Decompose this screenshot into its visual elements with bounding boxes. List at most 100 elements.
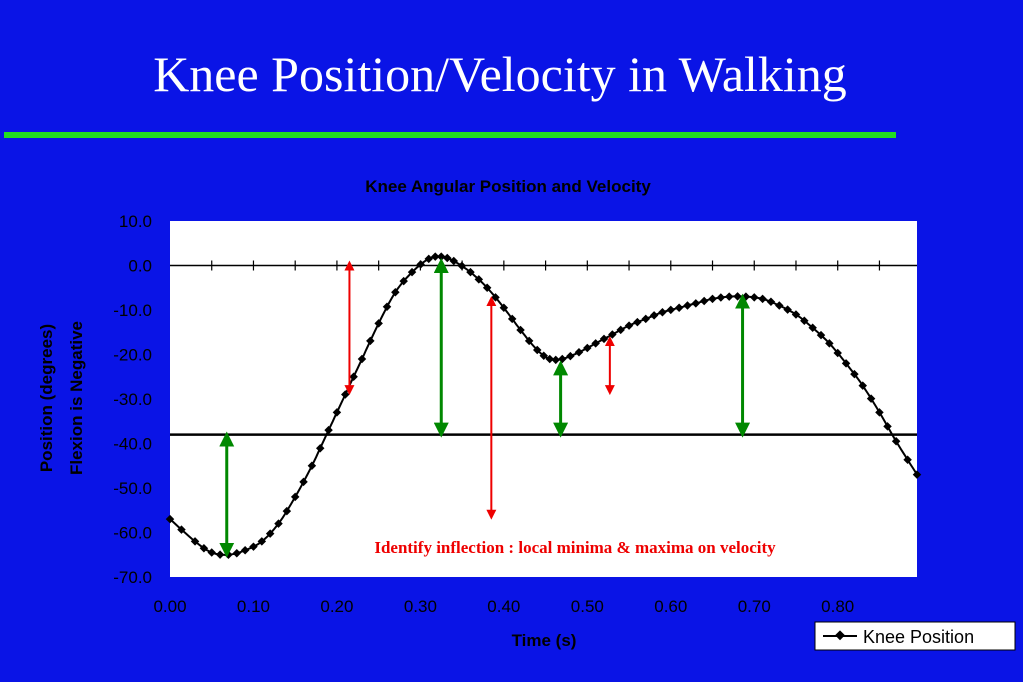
knee-position-point bbox=[416, 260, 425, 269]
knee-position-point bbox=[583, 343, 592, 353]
knee-position-point bbox=[391, 287, 400, 297]
x-tick-label: 0.80 bbox=[821, 597, 854, 616]
x-tick-label: 0.20 bbox=[320, 597, 353, 616]
title-rule bbox=[4, 132, 896, 138]
knee-position-point bbox=[591, 339, 600, 348]
y-tick-label: -70.0 bbox=[113, 568, 152, 587]
knee-position-point bbox=[407, 267, 417, 277]
knee-position-point bbox=[833, 348, 842, 358]
x-tick-label: 0.50 bbox=[571, 597, 604, 616]
knee-position-point bbox=[299, 477, 308, 487]
knee-position-point bbox=[315, 443, 325, 453]
knee-position-point bbox=[858, 381, 867, 390]
knee-position-point bbox=[912, 470, 922, 479]
knee-position-point bbox=[457, 261, 467, 271]
knee-position-point bbox=[808, 323, 817, 333]
knee-position-point bbox=[282, 506, 292, 516]
knee-position-point bbox=[816, 330, 826, 340]
knee-position-point bbox=[716, 293, 726, 302]
knee-position-markers bbox=[165, 252, 922, 559]
knee-position-point bbox=[532, 345, 542, 355]
y-tick-label: -20.0 bbox=[113, 346, 152, 365]
knee-position-point bbox=[507, 314, 517, 324]
x-tick-label: 0.30 bbox=[404, 597, 437, 616]
y-axis-label-line1: Position (degrees) bbox=[37, 324, 56, 472]
knee-position-point bbox=[449, 256, 459, 266]
knee-position-point bbox=[708, 294, 717, 304]
knee-position-point bbox=[891, 437, 901, 446]
knee-position-point bbox=[903, 455, 912, 465]
x-axis-ticks: 0.00 0.10 0.20 0.30 0.40 0.50 0.60 0.70 0.80 bbox=[153, 597, 854, 616]
x-tick-label: 0.60 bbox=[654, 597, 687, 616]
knee-position-point bbox=[775, 301, 784, 310]
y-tick-label: 0.0 bbox=[128, 257, 152, 276]
knee-position-point bbox=[691, 299, 701, 308]
x-tick-label: 0.70 bbox=[738, 597, 771, 616]
knee-position-point bbox=[257, 537, 267, 546]
knee-position-point bbox=[374, 319, 383, 328]
knee-position-point bbox=[307, 461, 317, 470]
y-tick-label: 10.0 bbox=[119, 212, 152, 231]
y-tick-label: -60.0 bbox=[113, 524, 152, 543]
knee-position-point bbox=[674, 303, 684, 313]
knee-position-point bbox=[274, 519, 283, 528]
slide-title: Knee Position/Velocity in Walking bbox=[153, 46, 847, 102]
knee-position-point bbox=[324, 425, 333, 435]
knee-position-point bbox=[750, 293, 759, 302]
knee-position-point bbox=[616, 325, 625, 335]
legend-marker-sample bbox=[835, 630, 845, 641]
knee-position-point bbox=[850, 369, 859, 379]
knee-position-point bbox=[783, 305, 792, 314]
knee-position-point bbox=[566, 351, 575, 361]
knee-position-point bbox=[366, 336, 375, 346]
knee-position-point bbox=[332, 408, 342, 417]
knee-position-point bbox=[641, 314, 650, 324]
chart-title: Knee Angular Position and Velocity bbox=[365, 177, 651, 196]
knee-position-point bbox=[649, 311, 659, 320]
knee-position-point bbox=[466, 267, 475, 277]
knee-position-point bbox=[524, 336, 534, 346]
x-tick-label: 0.00 bbox=[153, 597, 186, 616]
y-tick-label: -40.0 bbox=[113, 435, 152, 454]
knee-position-point bbox=[766, 297, 776, 307]
knee-position-point bbox=[758, 294, 767, 304]
knee-position-point bbox=[866, 394, 876, 403]
plot-area bbox=[170, 221, 917, 577]
annotation-arrows bbox=[219, 258, 751, 558]
knee-position-point bbox=[800, 316, 809, 325]
knee-position-point bbox=[825, 339, 834, 348]
y-tick-label: -10.0 bbox=[113, 301, 152, 320]
x-axis-label: Time (s) bbox=[512, 631, 577, 650]
legend-label: Knee Position bbox=[863, 627, 974, 647]
knee-position-point bbox=[499, 303, 509, 313]
knee-position-point bbox=[474, 275, 484, 284]
annotation-text: Identify inflection : local minima & max… bbox=[374, 538, 776, 557]
knee-position-point bbox=[841, 359, 851, 368]
legend: Knee Position bbox=[814, 621, 1016, 651]
knee-position-point bbox=[516, 325, 525, 335]
knee-position-point bbox=[265, 529, 275, 538]
knee-position-point bbox=[399, 276, 408, 286]
knee-position-point bbox=[658, 307, 667, 317]
knee-position-point bbox=[382, 302, 392, 312]
x-tick-label: 0.10 bbox=[237, 597, 270, 616]
y-tick-label: -30.0 bbox=[113, 390, 152, 409]
y-axis-label-line2: Flexion is Negative bbox=[67, 321, 86, 475]
knee-position-point bbox=[482, 283, 492, 292]
knee-position-point bbox=[539, 351, 549, 360]
knee-position-point bbox=[624, 321, 634, 330]
knee-position-point bbox=[883, 422, 892, 431]
knee-position-point bbox=[290, 492, 300, 502]
knee-position-point bbox=[724, 292, 734, 301]
knee-position-point bbox=[574, 348, 584, 357]
knee-position-point bbox=[633, 317, 642, 327]
knee-position-point bbox=[666, 305, 676, 315]
y-tick-label: -50.0 bbox=[113, 479, 152, 498]
y-axis-ticks: 10.0 0.0 -10.0 -20.0 -30.0 -40.0 -50.0 -60.0 -70… bbox=[113, 212, 152, 587]
knee-position-point bbox=[683, 301, 692, 310]
knee-position-point bbox=[357, 354, 367, 364]
knee-position-point bbox=[699, 296, 709, 306]
knee-position-point bbox=[545, 354, 555, 364]
x-tick-label: 0.40 bbox=[487, 597, 520, 616]
